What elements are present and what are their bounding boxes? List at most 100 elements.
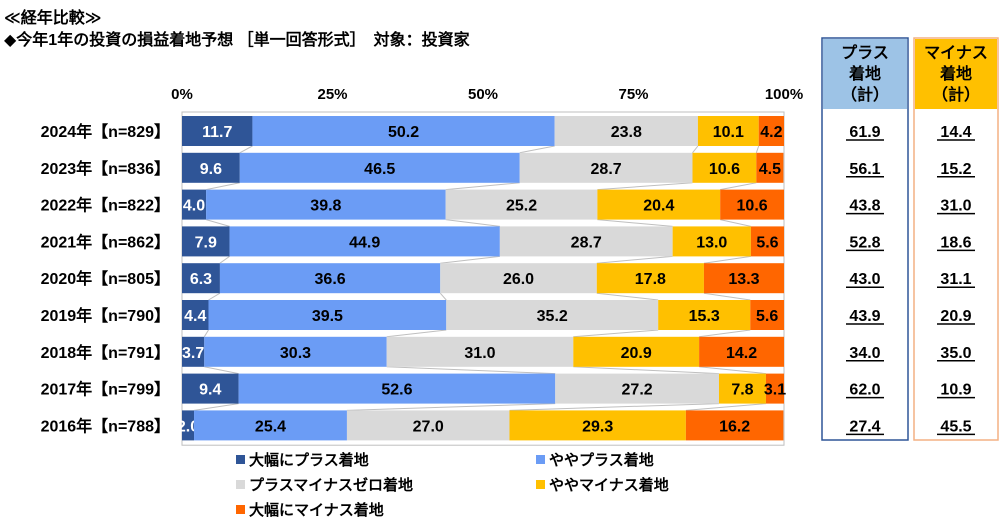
summary-value: 10.9 (940, 382, 971, 399)
x-tick-label: 75% (618, 86, 648, 103)
series-connector (573, 329, 659, 338)
series-connector (205, 219, 230, 227)
summary-header (915, 39, 997, 109)
category-label: 2016年【n=788】 (41, 416, 170, 435)
data-label: 10.6 (737, 198, 768, 215)
data-label: 28.7 (571, 234, 602, 251)
legend-swatch (236, 480, 245, 489)
series-connector (692, 145, 699, 154)
summary-value: 20.9 (940, 308, 971, 325)
data-label: 5.6 (756, 308, 778, 325)
bar-segment (765, 373, 784, 404)
bar-segment (509, 410, 686, 441)
summary-value: 34.0 (849, 345, 880, 362)
bar-segment (182, 116, 253, 146)
series-connector (203, 329, 209, 338)
series-connector (440, 255, 500, 264)
data-label: 4.5 (759, 161, 781, 178)
data-label: 15.3 (689, 308, 720, 325)
data-label: 39.5 (312, 308, 343, 325)
bar-segment (182, 300, 209, 330)
data-label: 14.2 (726, 345, 757, 362)
bar-segment (194, 410, 347, 441)
summary-value: 43.0 (849, 271, 880, 288)
bar-segment (499, 226, 673, 257)
legend-swatch (236, 455, 245, 464)
section-label: ≪経年比較≫ (4, 10, 102, 27)
series-connector (755, 145, 760, 153)
data-label: 36.6 (315, 271, 346, 288)
series-connector (596, 255, 673, 264)
x-tick-label: 50% (468, 86, 498, 103)
bar-segment (206, 189, 446, 220)
series-connector (219, 255, 230, 264)
summary-title: 着地 (939, 64, 972, 83)
bar-segment (346, 410, 510, 441)
bar-segment (182, 373, 239, 404)
series-connector (193, 403, 239, 411)
bar-segment (182, 226, 230, 257)
series-connector (720, 219, 751, 227)
bar-segment (182, 152, 240, 183)
bar-segment (252, 116, 555, 146)
category-label: 2018年【n=791】 (41, 343, 170, 362)
data-label: 27.2 (622, 382, 653, 399)
bar-segment (750, 300, 784, 330)
series-connector (699, 329, 751, 338)
summary-header (823, 39, 907, 109)
bar-segment (750, 226, 784, 257)
bar-segment (182, 336, 205, 367)
summary-title: （計） (932, 85, 980, 104)
summary-value: 31.1 (940, 271, 971, 288)
category-label: 2021年【n=862】 (41, 232, 170, 251)
series-connector (445, 219, 500, 227)
summary-value: 62.0 (849, 382, 880, 399)
data-label: 20.9 (621, 345, 652, 362)
bar-segment (440, 263, 597, 294)
bar-segment (238, 373, 556, 404)
data-label: 35.2 (537, 308, 568, 325)
bar-segment (219, 263, 441, 294)
bar-segment (446, 300, 659, 330)
series-connector (509, 403, 720, 411)
series-connector (703, 255, 751, 264)
data-label: 39.8 (310, 198, 341, 215)
data-label: 4.4 (184, 308, 206, 325)
bar-segment (445, 189, 598, 220)
data-label: 9.4 (199, 382, 221, 399)
summary-value: 61.9 (849, 124, 880, 141)
series-connector (386, 329, 447, 338)
category-label: 2024年【n=829】 (41, 122, 170, 141)
data-label: 25.4 (255, 418, 286, 435)
data-label: 17.8 (635, 271, 666, 288)
data-label: 44.9 (349, 234, 380, 251)
category-label: 2017年【n=799】 (41, 380, 170, 399)
series-connector (699, 366, 766, 375)
legend-label: ややマイナス着地 (549, 476, 669, 494)
bar-segment (720, 189, 784, 220)
summary-value: 18.6 (940, 234, 971, 251)
summary-value: 56.1 (849, 161, 880, 178)
summary-value: 52.8 (849, 234, 880, 251)
x-tick-label: 0% (171, 86, 193, 103)
data-label: 10.6 (709, 161, 740, 178)
category-label: 2019年【n=790】 (41, 306, 170, 325)
summary-title: マイナス (924, 44, 988, 62)
data-label: 23.8 (611, 124, 642, 141)
data-label: 28.7 (591, 161, 622, 178)
chart-title: ◆今年1年の投資の損益着地予想 ［単一回答形式］ 対象：投資家 (4, 32, 470, 49)
legend-swatch (536, 455, 545, 464)
data-label: 4.2 (760, 124, 782, 141)
series-connector (445, 182, 520, 191)
data-label: 13.0 (696, 234, 727, 251)
legend-swatch (236, 505, 245, 514)
bar-segment (658, 300, 751, 330)
data-label: 11.7 (202, 124, 232, 141)
summary-value: 14.4 (940, 124, 971, 141)
series-connector (573, 366, 720, 375)
summary-value: 27.4 (849, 418, 880, 435)
series-connector (439, 292, 447, 301)
series-connector (596, 292, 659, 301)
bar-segment (229, 226, 500, 257)
bar-segment (182, 263, 220, 294)
